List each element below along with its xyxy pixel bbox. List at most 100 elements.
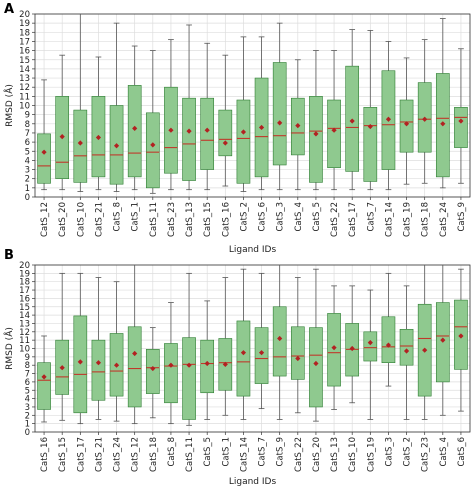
box-CatS_19 [363,289,378,420]
x-tick-label: CatS_23 [167,202,177,237]
mean-marker [295,123,301,129]
box-CatS_11 [182,272,196,426]
box-CatS_24 [109,281,124,422]
box-iqr [254,327,269,384]
mean-marker [222,361,228,367]
box-CatS_10 [73,13,88,192]
box-CatS_9 [272,264,287,420]
x-tick-label: CatS_6 [258,202,268,232]
mean-marker [186,128,192,134]
box-CatS_13 [182,24,196,191]
mean-marker [367,340,373,346]
mean-marker [150,142,156,148]
box-CatS_1 [218,277,233,416]
y-tick-label: 16 [19,47,30,57]
mean-marker [204,360,210,367]
x-tick-label: CatS_22 [294,437,304,472]
x-tick-label: CatS_14 [239,437,249,472]
x-tick-label: CatS_5 [312,202,322,232]
panel-label: A [4,2,14,17]
x-tick-label: CatS_11 [185,437,195,472]
x-tick-label: CatS_20 [312,437,322,472]
box-iqr [272,62,287,166]
mean-marker [59,134,65,140]
x-tick-label: CatS_2 [239,202,249,232]
y-tick-label: 4 [25,395,30,405]
mean-marker [385,342,392,348]
x-tick-label: CatS_13 [330,437,340,472]
box-iqr [182,97,196,181]
x-tick-label: CatS_15 [203,202,213,237]
box-iqr [200,339,215,394]
mean-marker [168,362,174,368]
box-iqr [454,107,468,148]
y-tick-label: 19 [19,19,30,29]
box-iqr [327,99,341,169]
mean-marker [422,347,428,353]
box-iqr [145,112,160,189]
box-CatS_18 [145,327,160,419]
y-tick-label: 3 [25,403,30,413]
y-tick-label: 10 [19,345,30,355]
x-tick-label: CatS_7 [258,437,268,467]
box-CatS_9 [454,48,468,184]
x-tick-label: CatS_12 [131,437,141,472]
box-iqr [236,320,251,397]
mean-marker [458,333,464,339]
box-iqr [37,133,51,184]
x-tick-label: CatS_23 [421,437,431,472]
box-CatS_14 [381,41,396,191]
y-tick-label: 6 [25,378,30,388]
box-CatS_22 [290,277,305,414]
panel-label: B [4,248,14,263]
x-tick-label: CatS_5 [203,437,213,467]
box-iqr [381,316,396,363]
y-tick-label: 5 [25,147,30,157]
box-CatS_3 [272,22,287,191]
y-tick-label: 2 [25,411,30,421]
box-CatS_2 [399,285,414,420]
x-tick-label: CatS_14 [384,202,394,237]
mean-marker [403,121,410,127]
mean-marker [113,143,120,149]
mean-marker [95,134,102,141]
y-tick-label: 16 [19,294,30,304]
x-tick-label: CatS_3 [276,202,286,232]
x-tick-label: CatS_18 [149,437,159,472]
y-tick-label: 7 [25,370,30,380]
y-tick-label: 3 [25,166,30,176]
y-tick-label: 17 [19,37,30,47]
mean-marker [313,360,319,367]
mean-marker [440,121,446,127]
box-CatS_12 [127,264,142,425]
box-CatS_21 [91,56,106,191]
box-CatS_10 [345,285,360,404]
mean-marker [77,140,83,146]
box-iqr [290,326,305,380]
box-CatS_16 [37,335,51,423]
box-CatS_15 [200,42,215,191]
y-tick-label: 6 [25,138,30,148]
mean-marker [41,374,47,380]
x-tick-label: CatS_8 [167,437,177,467]
x-tick-label: CatS_19 [403,202,413,237]
x-tick-label: CatS_9 [457,202,467,232]
x-tick-label: CatS_21 [94,437,104,472]
x-tick-label: CatS_1 [221,437,231,467]
x-axis-title: Ligand IDs [229,477,277,486]
box-CatS_16 [218,54,233,187]
y-tick-label: 7 [25,129,30,139]
box-CatS_12 [37,79,51,191]
y-tick-label: 17 [19,286,30,296]
x-tick-label: CatS_6 [457,437,467,467]
y-tick-label: 10 [19,102,30,112]
y-tick-label: 12 [19,83,30,93]
box-iqr [363,107,378,182]
y-tick-label: 8 [25,361,30,371]
box-CatS_3 [381,272,396,387]
box-CatS_1 [127,45,142,191]
box-CatS_4 [290,59,305,191]
mean-marker [150,365,156,372]
y-tick-label: 19 [19,269,30,279]
